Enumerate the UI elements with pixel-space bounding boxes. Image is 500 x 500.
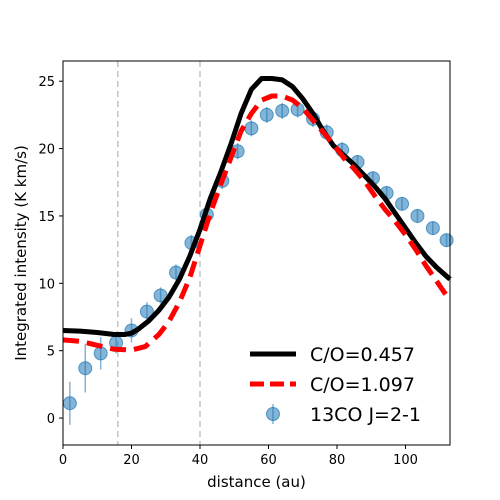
- legend-label-2: 13CO J=2-1: [310, 404, 421, 426]
- line-series: [62, 76, 453, 353]
- legend-label-0: C/O=0.457: [310, 344, 415, 366]
- y-tick-label: 25: [38, 75, 55, 90]
- series-line-1: [62, 93, 453, 353]
- data-point: [395, 196, 410, 211]
- y-tick-label: 15: [38, 210, 55, 225]
- data-point: [439, 233, 454, 248]
- data-point: [410, 208, 425, 223]
- x-tick-label: 0: [59, 453, 67, 468]
- legend: C/O=0.457 C/O=1.097 13CO J=2-1: [250, 344, 421, 426]
- legend-swatch-2: [266, 407, 280, 421]
- y-tick-label: 5: [47, 345, 55, 360]
- y-tick-label: 20: [38, 143, 55, 158]
- data-point: [93, 346, 108, 361]
- y-axis: 0 5 10 15 20 25: [38, 75, 63, 427]
- x-tick-label: 100: [393, 453, 418, 468]
- plot-frame: [62, 60, 451, 446]
- y-axis-label: Integrated intensity (K km/s): [12, 145, 30, 361]
- x-tick-label: 40: [192, 453, 209, 468]
- data-point: [78, 361, 93, 376]
- legend-label-1: C/O=1.097: [310, 374, 415, 396]
- x-axis: 0 20 40 60 80 100: [59, 445, 418, 468]
- series-line-0: [62, 76, 452, 337]
- data-point: [425, 221, 440, 236]
- x-axis-label: distance (au): [207, 473, 306, 491]
- y-tick-label: 10: [38, 277, 55, 292]
- x-tick-label: 80: [329, 453, 346, 468]
- data-point: [275, 103, 290, 118]
- x-tick-label: 20: [123, 453, 140, 468]
- y-tick-label: 0: [47, 412, 55, 427]
- data-point: [244, 121, 259, 136]
- x-tick-label: 60: [260, 453, 277, 468]
- data-point: [139, 304, 154, 319]
- data-point: [62, 396, 77, 411]
- reference-lines: [117, 61, 201, 445]
- data-point: [259, 107, 274, 122]
